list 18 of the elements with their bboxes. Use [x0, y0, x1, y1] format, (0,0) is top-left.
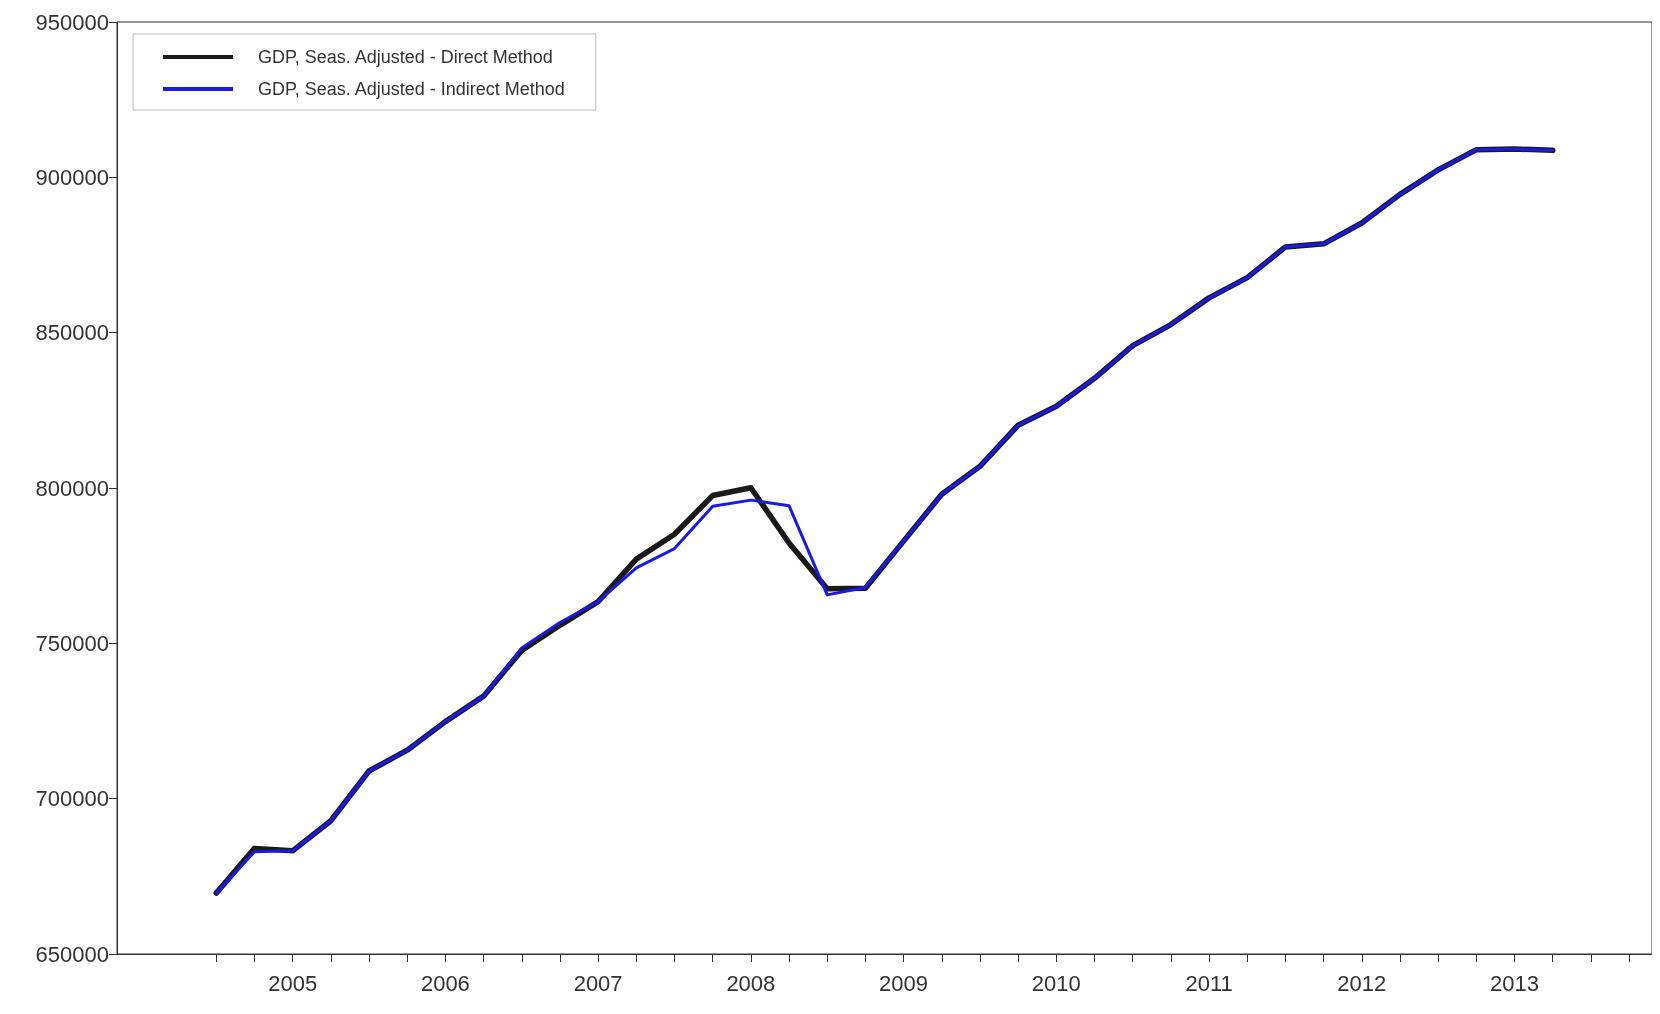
y-tick-label: 650000 — [35, 941, 109, 967]
y-tick-label: 850000 — [35, 320, 109, 346]
y-tick-label: 700000 — [35, 786, 109, 812]
legend-label: GDP, Seas. Adjusted - Indirect Method — [258, 79, 565, 99]
x-tick-label: 2011 — [1185, 970, 1233, 996]
x-tick-label: 2005 — [268, 970, 318, 996]
y-tick-label: 750000 — [35, 630, 109, 656]
x-tick-label: 2012 — [1337, 970, 1387, 996]
y-tick-label: 950000 — [35, 9, 109, 35]
x-tick-label: 2008 — [726, 970, 776, 996]
legend-label: GDP, Seas. Adjusted - Direct Method — [258, 47, 553, 67]
x-tick-label: 2007 — [573, 970, 623, 996]
x-tick-label: 2010 — [1031, 970, 1081, 996]
y-tick-label: 800000 — [35, 475, 109, 501]
x-tick-label: 2013 — [1490, 970, 1540, 996]
x-tick-label: 2006 — [420, 970, 470, 996]
y-tick-label: 900000 — [35, 164, 109, 190]
x-tick-label: 2009 — [879, 970, 929, 996]
